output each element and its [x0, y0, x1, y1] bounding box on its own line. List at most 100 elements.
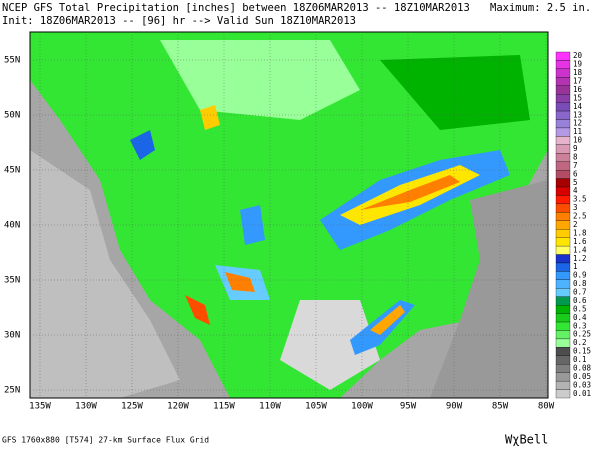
legend-label: 1 [573, 262, 578, 271]
legend-swatch [555, 77, 571, 86]
legend-label: 0.9 [573, 271, 587, 280]
legend-label: 1.6 [573, 237, 587, 246]
legend-swatch [555, 178, 571, 188]
lat-label: 50N [4, 111, 20, 121]
legend-label: 4 [573, 186, 578, 195]
legend-swatch [555, 119, 571, 129]
legend-label: 0.2 [573, 338, 587, 347]
lon-label: 80W [538, 402, 555, 412]
footer-brand: WχBell [505, 433, 548, 447]
lon-label: 105W [305, 402, 327, 412]
legend-swatch [555, 338, 571, 348]
lon-label: 135W [29, 402, 51, 412]
legend-label: 3.5 [573, 195, 587, 204]
lon-label: 130W [75, 402, 97, 412]
legend-swatch [555, 127, 571, 137]
legend-swatch [555, 102, 571, 112]
legend-label: 13 [573, 110, 582, 119]
legend-label: 6 [573, 169, 578, 178]
legend-label: 11 [573, 127, 582, 136]
title: NCEP GFS Total Precipitation [inches] be… [2, 2, 470, 14]
legend-swatch [555, 347, 571, 356]
legend-swatch [555, 237, 571, 247]
legend-swatch [555, 68, 571, 78]
graticule [30, 32, 548, 398]
map [29, 31, 549, 399]
legend-swatch [555, 51, 571, 61]
legend-swatch [555, 380, 571, 390]
legend-swatch [555, 85, 571, 95]
legend-label: 0.5 [573, 304, 587, 313]
footer-source: GFS 1760x880 [T574] 27-km Surface Flux G… [2, 436, 209, 445]
legend-swatch [555, 245, 571, 255]
legend-swatch [555, 262, 571, 272]
legend-label: 0.8 [573, 279, 587, 288]
legend-label: 0.1 [573, 355, 587, 364]
legend-label: 1.8 [573, 228, 587, 237]
legend-label: 0.7 [573, 288, 587, 297]
lat-label: 55N [4, 56, 20, 66]
legend-swatch [555, 389, 571, 399]
lat-label: 25N [4, 386, 20, 396]
legend-label: 0.25 [573, 330, 591, 339]
init-line: Init: 18Z06MAR2013 -- [96] hr --> Valid … [2, 15, 356, 27]
legend-swatch [555, 220, 571, 230]
legend-label: 20 [573, 51, 583, 60]
lon-label: 90W [446, 402, 463, 412]
lon-label: 95W [400, 402, 417, 412]
legend-swatch [555, 186, 571, 196]
lat-label: 45N [4, 166, 20, 176]
legend-label: 0.05 [573, 372, 591, 381]
legend-swatch [555, 110, 571, 120]
legend-label: 0.03 [573, 380, 591, 389]
legend-swatch [555, 364, 571, 373]
legend-swatch [555, 288, 571, 297]
legend-label: 1.4 [573, 245, 587, 254]
legend-swatch [555, 94, 571, 103]
legend-label: 18 [573, 68, 583, 77]
lon-label: 100W [351, 402, 373, 412]
legend-label: 14 [573, 102, 583, 111]
legend-label: 15 [573, 93, 582, 102]
legend-label: 16 [573, 85, 583, 94]
legend-label: 0.15 [573, 347, 591, 356]
legend-label: 7 [573, 161, 578, 170]
legend-swatch [555, 136, 571, 145]
legend-label: 1.2 [573, 254, 587, 263]
lon-label: 110W [259, 402, 281, 412]
legend-swatch [555, 153, 571, 162]
legend-swatch [555, 229, 571, 238]
legend-swatch [555, 321, 571, 331]
legend-swatch [555, 161, 571, 171]
legend-swatch [555, 372, 571, 382]
legend-swatch [555, 330, 571, 340]
lat-label: 30N [4, 331, 20, 341]
legend-label: 9 [573, 144, 578, 153]
legend-swatch [555, 254, 571, 264]
legend-label: 2.5 [573, 212, 587, 221]
legend-label: 3 [573, 203, 578, 212]
legend-label: 0.4 [573, 313, 587, 322]
legend-label: 10 [573, 136, 583, 145]
legend-label: 0.01 [573, 389, 591, 398]
legend-swatch [555, 60, 571, 70]
legend-label: 8 [573, 152, 578, 161]
legend-swatch [555, 313, 571, 323]
maximum: Maximum: 2.5 in. [490, 2, 591, 14]
lon-label: 120W [167, 402, 189, 412]
legend-swatch [555, 212, 571, 221]
legend-label: 2 [573, 220, 578, 229]
legend-swatch [555, 169, 571, 179]
legend-swatch [555, 195, 571, 205]
legend-label: 0.3 [573, 321, 587, 330]
legend-label: 12 [573, 119, 582, 128]
legend-label: 5 [573, 178, 578, 187]
legend-swatch [555, 203, 571, 213]
legend-swatch [555, 144, 571, 154]
legend-label: 0.6 [573, 296, 587, 305]
legend-swatch [555, 355, 571, 365]
lon-label: 125W [121, 402, 143, 412]
lat-label: 40N [4, 221, 20, 231]
